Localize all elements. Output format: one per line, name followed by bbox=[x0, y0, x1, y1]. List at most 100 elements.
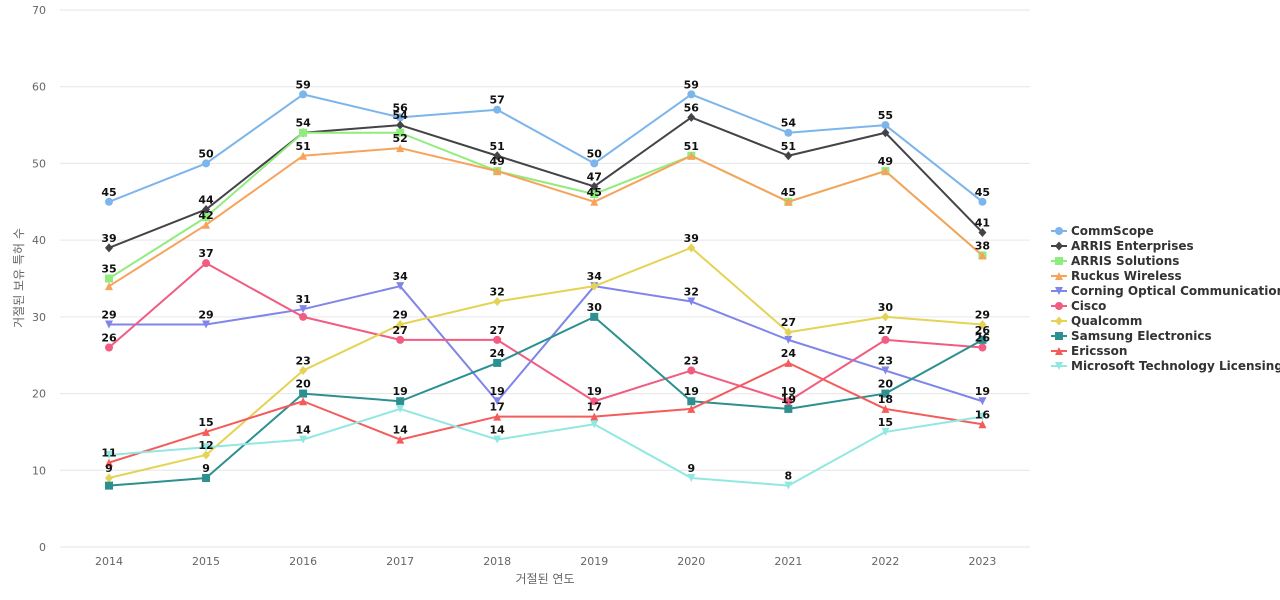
data-point[interactable] bbox=[978, 397, 987, 406]
data-point[interactable] bbox=[687, 112, 696, 122]
data-point[interactable] bbox=[590, 312, 599, 321]
legend-marker[interactable] bbox=[1055, 316, 1063, 326]
data-point[interactable] bbox=[687, 151, 696, 160]
data-point[interactable] bbox=[299, 435, 308, 444]
legend-marker[interactable] bbox=[1055, 302, 1063, 310]
data-point[interactable] bbox=[978, 343, 987, 352]
data-point[interactable] bbox=[396, 404, 405, 413]
data-point[interactable] bbox=[784, 128, 793, 137]
data-point[interactable] bbox=[687, 297, 696, 306]
legend-marker[interactable] bbox=[1055, 241, 1063, 251]
data-point[interactable] bbox=[105, 450, 113, 459]
data-point[interactable] bbox=[105, 473, 113, 483]
data-point[interactable] bbox=[590, 281, 599, 291]
data-point[interactable] bbox=[978, 227, 987, 237]
data-point[interactable] bbox=[978, 335, 987, 344]
legend-item[interactable]: Ericsson bbox=[1051, 344, 1127, 358]
data-point[interactable] bbox=[396, 397, 405, 406]
data-point[interactable] bbox=[105, 481, 113, 490]
data-point[interactable] bbox=[978, 251, 987, 260]
legend-item[interactable]: Corning Optical Communications bbox=[1051, 284, 1280, 298]
legend-marker[interactable] bbox=[1055, 347, 1063, 355]
data-point[interactable] bbox=[881, 366, 890, 375]
data-point[interactable] bbox=[202, 427, 211, 436]
data-point[interactable] bbox=[202, 320, 211, 329]
data-point[interactable] bbox=[105, 274, 113, 283]
data-point[interactable] bbox=[687, 397, 696, 406]
legend-marker[interactable] bbox=[1055, 227, 1063, 235]
data-point[interactable] bbox=[299, 128, 308, 137]
data-point[interactable] bbox=[590, 197, 599, 206]
data-point[interactable] bbox=[105, 458, 113, 467]
data-point[interactable] bbox=[299, 389, 308, 398]
data-point[interactable] bbox=[202, 473, 211, 482]
data-point[interactable] bbox=[590, 412, 599, 421]
data-point[interactable] bbox=[784, 358, 793, 367]
data-point[interactable] bbox=[299, 305, 308, 314]
legend-item[interactable]: CommScope bbox=[1051, 224, 1154, 238]
data-point[interactable] bbox=[202, 159, 211, 168]
data-point[interactable] bbox=[978, 197, 987, 206]
legend-item[interactable]: Qualcomm bbox=[1051, 314, 1142, 328]
data-point[interactable] bbox=[881, 427, 890, 436]
legend-marker[interactable] bbox=[1055, 362, 1063, 370]
data-point[interactable] bbox=[493, 151, 502, 161]
data-point[interactable] bbox=[590, 420, 599, 429]
legend-marker[interactable] bbox=[1055, 287, 1063, 295]
data-point[interactable] bbox=[687, 404, 696, 413]
data-point[interactable] bbox=[687, 473, 696, 482]
legend-item[interactable]: Cisco bbox=[1051, 299, 1106, 313]
data-point[interactable] bbox=[396, 120, 405, 130]
data-point[interactable] bbox=[396, 282, 405, 291]
data-point[interactable] bbox=[881, 121, 890, 130]
legend-item[interactable]: Ruckus Wireless bbox=[1051, 269, 1182, 283]
data-point[interactable] bbox=[493, 297, 502, 307]
legend-marker[interactable] bbox=[1055, 257, 1063, 265]
legend-marker[interactable] bbox=[1055, 332, 1063, 340]
data-point[interactable] bbox=[396, 335, 405, 344]
data-point[interactable] bbox=[396, 320, 405, 330]
data-point[interactable] bbox=[784, 335, 793, 344]
data-point[interactable] bbox=[493, 435, 502, 444]
data-point[interactable] bbox=[881, 404, 890, 413]
data-point[interactable] bbox=[105, 282, 113, 291]
data-point[interactable] bbox=[299, 397, 308, 406]
data-point[interactable] bbox=[881, 335, 890, 344]
legend-item[interactable]: Samsung Electronics bbox=[1051, 329, 1212, 343]
data-point[interactable] bbox=[978, 320, 987, 330]
data-point[interactable] bbox=[784, 397, 793, 406]
data-point[interactable] bbox=[299, 90, 308, 99]
data-point[interactable] bbox=[978, 412, 987, 421]
data-point[interactable] bbox=[590, 181, 599, 191]
data-point[interactable] bbox=[202, 259, 211, 268]
data-point[interactable] bbox=[105, 320, 113, 329]
legend-item[interactable]: ARRIS Enterprises bbox=[1051, 239, 1194, 253]
data-point[interactable] bbox=[784, 404, 793, 413]
data-point[interactable] bbox=[784, 481, 793, 490]
data-point[interactable] bbox=[881, 128, 890, 138]
data-point[interactable] bbox=[299, 151, 308, 160]
data-point[interactable] bbox=[202, 213, 211, 222]
data-point[interactable] bbox=[493, 358, 502, 367]
data-point[interactable] bbox=[396, 435, 405, 444]
data-point[interactable] bbox=[396, 128, 405, 137]
data-point[interactable] bbox=[299, 366, 308, 376]
data-point[interactable] bbox=[590, 397, 599, 406]
data-point[interactable] bbox=[493, 397, 502, 406]
legend-marker[interactable] bbox=[1055, 272, 1063, 280]
legend-item[interactable]: Microsoft Technology Licensing bbox=[1051, 359, 1280, 373]
data-point[interactable] bbox=[687, 243, 696, 253]
data-point[interactable] bbox=[105, 243, 113, 253]
data-point[interactable] bbox=[687, 90, 696, 99]
data-point[interactable] bbox=[105, 197, 113, 206]
data-point[interactable] bbox=[202, 443, 211, 452]
data-point[interactable] bbox=[202, 204, 211, 214]
data-point[interactable] bbox=[202, 450, 211, 460]
data-point[interactable] bbox=[881, 167, 890, 176]
legend-item[interactable]: ARRIS Solutions bbox=[1051, 254, 1179, 268]
data-point[interactable] bbox=[493, 412, 502, 421]
data-point[interactable] bbox=[784, 327, 793, 337]
data-point[interactable] bbox=[590, 159, 599, 168]
data-point[interactable] bbox=[299, 312, 308, 321]
